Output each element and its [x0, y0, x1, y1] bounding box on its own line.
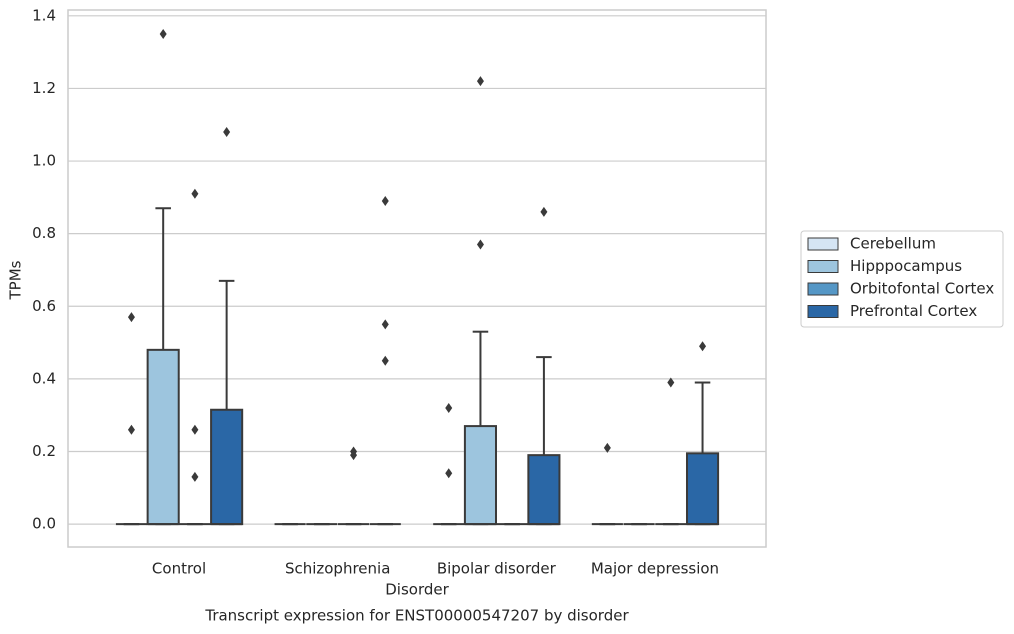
- legend-label: Orbitofontal Cortex: [850, 280, 994, 298]
- box: [210, 408, 244, 526]
- x-tick-label: Schizophrenia: [285, 560, 390, 578]
- outlier: [127, 424, 135, 435]
- legend-label: Prefrontal Cortex: [850, 302, 977, 320]
- y-tick-label: 0.0: [32, 515, 56, 533]
- y-tick-label: 1.4: [32, 6, 56, 24]
- x-tick-label: Bipolar disorder: [437, 560, 557, 578]
- outlier: [127, 312, 135, 323]
- x-axis-label: Disorder: [385, 581, 449, 599]
- y-tick-label: 0.4: [32, 369, 56, 387]
- box: [685, 452, 720, 526]
- legend-swatch: [807, 282, 839, 296]
- box: [527, 454, 561, 526]
- legend-label: Cerebellum: [850, 235, 936, 253]
- outlier: [667, 377, 675, 388]
- outlier: [540, 206, 548, 217]
- y-axis-label: TPMs: [7, 260, 25, 300]
- y-tick-label: 0.6: [32, 297, 56, 315]
- outlier: [381, 195, 389, 206]
- outlier: [381, 355, 389, 366]
- y-tick-label: 1.2: [32, 79, 56, 97]
- outlier: [476, 239, 484, 250]
- x-tick-label: Major depression: [591, 560, 719, 578]
- outlier: [381, 319, 389, 330]
- y-tick-label: 0.2: [32, 442, 56, 460]
- outlier: [445, 468, 453, 479]
- box: [146, 348, 180, 526]
- legend-frame: [800, 230, 1004, 328]
- outlier: [223, 126, 231, 137]
- outlier: [159, 28, 167, 39]
- y-tick-label: 0.8: [32, 224, 56, 242]
- outlier: [191, 471, 199, 482]
- outlier: [603, 442, 611, 453]
- outlier: [191, 424, 199, 435]
- outlier: [191, 188, 199, 199]
- outlier: [699, 341, 707, 352]
- outlier: [445, 402, 453, 413]
- outlier: [350, 450, 358, 461]
- legend-swatch: [807, 237, 839, 251]
- outlier: [476, 76, 484, 87]
- chart-title: Transcript expression for ENST0000054720…: [204, 607, 629, 625]
- legend-swatch: [807, 305, 839, 318]
- legend-label: Hipppocampus: [850, 257, 962, 275]
- legend-swatch: [807, 260, 839, 273]
- box: [463, 425, 498, 526]
- y-tick-label: 1.0: [32, 152, 56, 170]
- plot-frame: [67, 9, 767, 548]
- x-tick-label: Control: [152, 560, 206, 578]
